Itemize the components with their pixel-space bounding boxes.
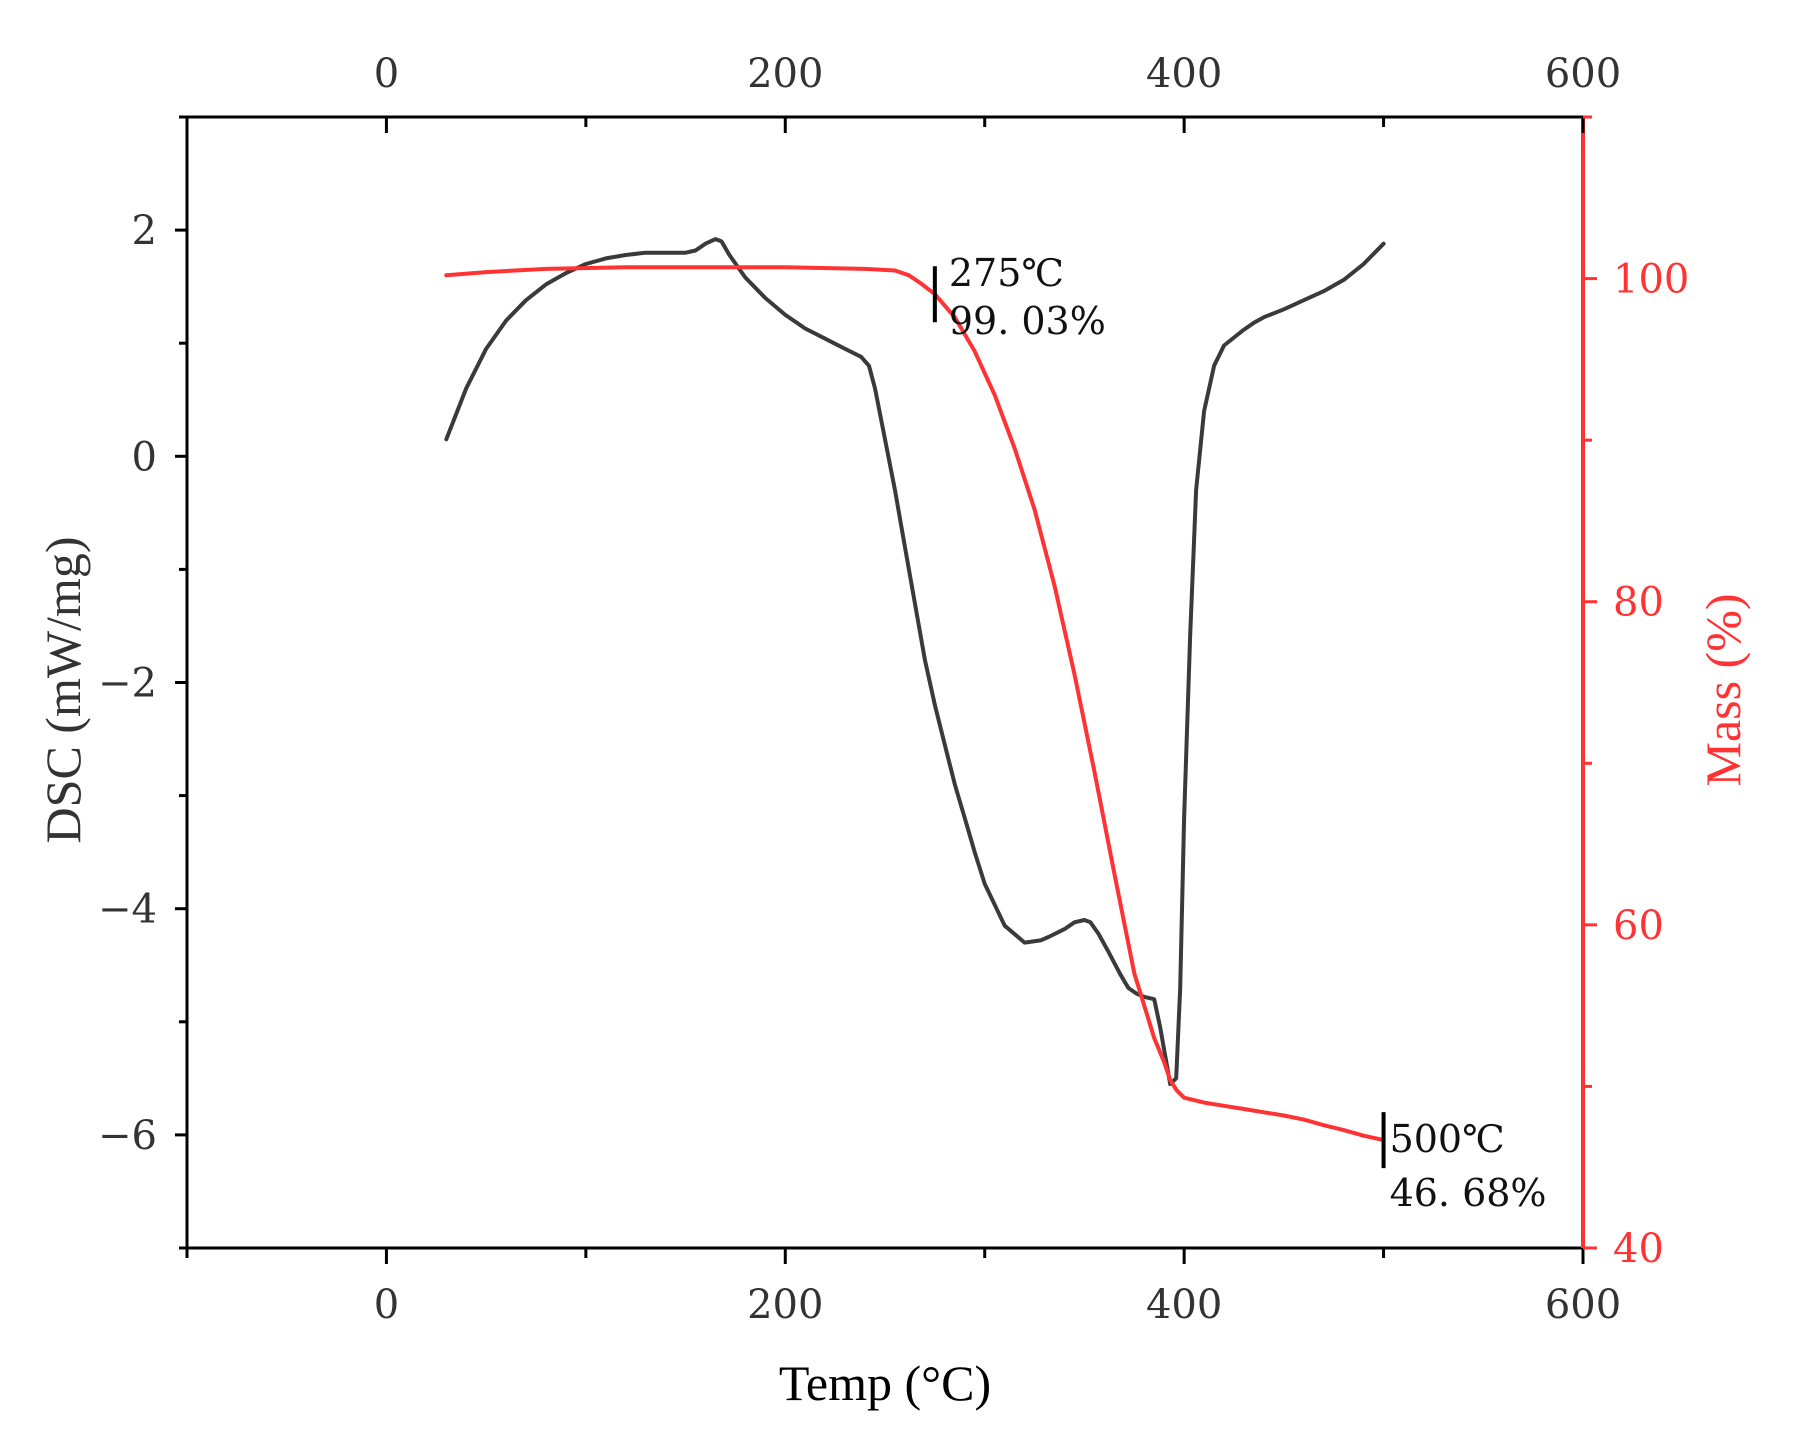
y-left-tick-label: −2 [98, 661, 157, 707]
x-bottom-tick-label: 600 [1545, 1282, 1621, 1328]
annotation-value-onset: 99. 03% [949, 299, 1106, 343]
x-bottom-tick-label: 0 [374, 1282, 399, 1328]
series-line-mass [444, 265, 1386, 1143]
y-left-tick-label: 2 [132, 208, 157, 254]
annotation-temp-onset: 275℃ [949, 251, 1064, 295]
axes-frame: 0 200 400 600 0 200 400 600 2 0 −2 −4 −6 100 80 60 40 [98, 51, 1689, 1328]
annotation-temp-final: 500℃ [1390, 1117, 1505, 1161]
x-top-tick-label: 400 [1146, 51, 1222, 97]
y-right-tick-label: 80 [1613, 580, 1664, 626]
y-right-tick-label: 60 [1613, 903, 1664, 949]
x-top-tick-label: 200 [747, 51, 823, 97]
y-right-axis-title: Mass (%) [1695, 593, 1751, 786]
x-axis-title: Temp (°C) [779, 1355, 991, 1411]
y-left-tick-label: 0 [132, 434, 157, 480]
x-top-tick-label: 600 [1545, 51, 1621, 97]
x-bottom-tick-label: 200 [747, 1282, 823, 1328]
y-right-tick-label: 100 [1613, 257, 1689, 303]
series-line-dsc [444, 237, 1386, 1086]
annotation-value-final: 46. 68% [1390, 1171, 1547, 1215]
y-left-tick-label: −6 [98, 1113, 157, 1159]
y-left-axis-title: DSC (mW/mg) [35, 537, 91, 844]
x-bottom-tick-label: 400 [1146, 1282, 1222, 1328]
series-layer [444, 237, 1386, 1143]
y-right-tick-label: 40 [1613, 1226, 1664, 1272]
y-left-tick-label: −4 [98, 887, 157, 933]
x-top-tick-label: 0 [374, 51, 399, 97]
annotation-layer: 275℃99. 03% 500℃ 46. 68% [932, 251, 1547, 1215]
